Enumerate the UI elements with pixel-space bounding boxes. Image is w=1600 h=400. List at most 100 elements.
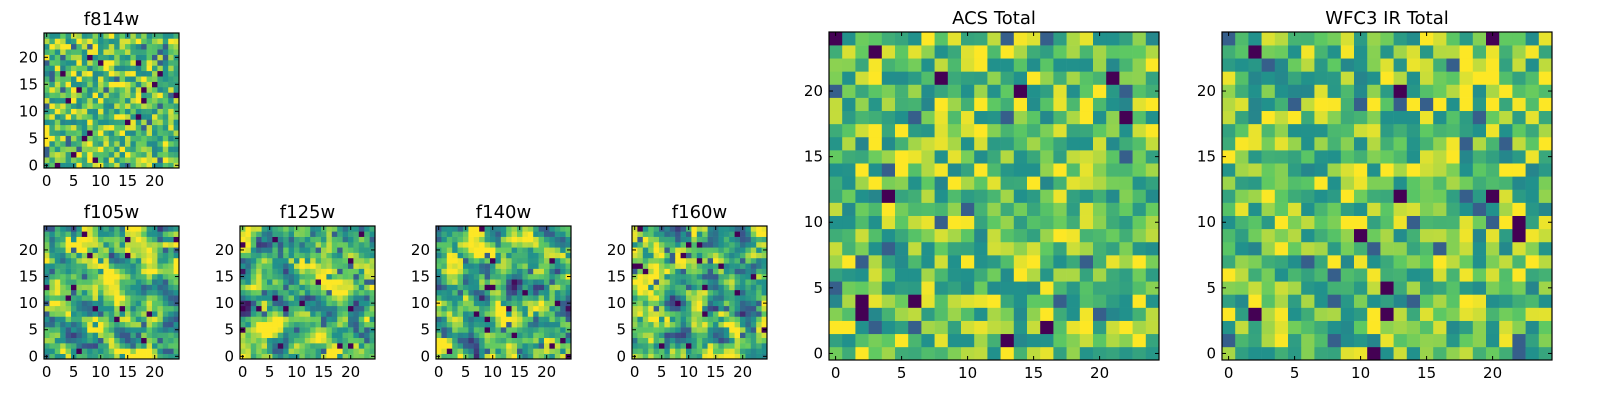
- heatmap-cell: [65, 135, 72, 142]
- heatmap-cell: [60, 252, 66, 259]
- heatmap-cell: [130, 76, 137, 82]
- heatmap-cell: [527, 295, 534, 301]
- heatmap-cell: [729, 337, 735, 344]
- heatmap-cell: [157, 226, 164, 232]
- heatmap-cell: [1248, 307, 1262, 321]
- heatmap-cell: [141, 263, 147, 269]
- y-tick-label: 5: [28, 129, 38, 147]
- heatmap-cell: [358, 289, 365, 296]
- heatmap-cell: [1119, 71, 1133, 85]
- heatmap-cell: [108, 65, 115, 72]
- heatmap-cell: [173, 279, 180, 285]
- heatmap-cell: [1340, 163, 1355, 177]
- heatmap-cell: [506, 348, 512, 354]
- heatmap-cell: [1499, 346, 1513, 361]
- heatmap-cell: [565, 231, 572, 237]
- heatmap-cell: [522, 316, 529, 323]
- heatmap-cell: [1093, 163, 1107, 177]
- heatmap-cell: [947, 320, 962, 335]
- heatmap-cell: [1248, 215, 1262, 230]
- heatmap-cell: [141, 87, 147, 93]
- heatmap-cell: [495, 305, 502, 312]
- heatmap-cell: [353, 273, 360, 280]
- heatmap-cell: [560, 348, 566, 354]
- heatmap-cell: [103, 103, 110, 109]
- heatmap-cell: [1027, 333, 1041, 348]
- heatmap-cell: [659, 273, 665, 280]
- heatmap-cell: [272, 311, 279, 317]
- heatmap-cell: [92, 343, 99, 349]
- heatmap-cell: [734, 316, 741, 323]
- heatmap-cell: [560, 231, 566, 237]
- heatmap-cell: [1393, 281, 1408, 295]
- heatmap-cell: [842, 228, 856, 243]
- heatmap-cell: [364, 284, 370, 291]
- heatmap-cell: [108, 130, 115, 136]
- heatmap-cell: [1235, 176, 1249, 190]
- heatmap-cell: [125, 263, 131, 269]
- heatmap-cell: [457, 348, 464, 354]
- heatmap-cell: [1406, 32, 1421, 46]
- heatmap-cell: [511, 268, 518, 275]
- heatmap-cell: [321, 321, 327, 328]
- heatmap-cell: [1222, 281, 1236, 295]
- heatmap-cell: [87, 337, 93, 344]
- heatmap-cell: [1132, 281, 1147, 295]
- heatmap-cell: [560, 343, 566, 349]
- heatmap-cell: [490, 231, 496, 237]
- heatmap-cell: [1000, 333, 1015, 348]
- heatmap-cell: [987, 202, 1001, 216]
- heatmap-cell: [1235, 215, 1249, 230]
- heatmap-cell: [299, 348, 306, 354]
- heatmap-cell: [1459, 215, 1474, 230]
- heatmap-cell: [1093, 333, 1107, 348]
- heatmap-cell: [468, 257, 475, 264]
- heatmap-cell: [81, 87, 88, 93]
- heatmap-cell: [81, 119, 88, 126]
- heatmap-cell: [1000, 294, 1015, 308]
- heatmap-cell: [1040, 281, 1054, 295]
- heatmap-cell: [484, 226, 491, 232]
- heatmap-cell: [304, 311, 311, 317]
- heatmap-cell: [696, 327, 703, 333]
- heatmap-cell: [881, 320, 896, 335]
- heatmap-cell: [261, 263, 268, 269]
- heatmap-cell: [162, 343, 169, 349]
- heatmap-cell: [446, 226, 453, 232]
- heatmap-cell: [659, 327, 665, 333]
- heatmap-cell: [364, 273, 370, 280]
- heatmap-cell: [162, 119, 169, 126]
- heatmap-cell: [141, 114, 147, 120]
- heatmap-cell: [353, 321, 360, 328]
- heatmap-cell: [146, 33, 153, 39]
- heatmap-cell: [713, 321, 719, 328]
- heatmap-cell: [1472, 268, 1487, 282]
- heatmap-cell: [54, 327, 61, 333]
- heatmap-cell: [173, 70, 180, 77]
- heatmap-cell: [1079, 241, 1094, 256]
- heatmap-cell: [1106, 202, 1120, 216]
- heatmap-cell: [71, 263, 77, 269]
- heatmap-cell: [108, 124, 115, 131]
- heatmap-cell: [457, 295, 464, 301]
- heatmap-cell: [369, 263, 376, 269]
- heatmap-cell: [103, 141, 110, 147]
- heatmap-cell: [1145, 97, 1160, 112]
- heatmap-cell: [1354, 320, 1368, 335]
- heatmap-cell: [1119, 58, 1133, 72]
- heatmap-cell: [490, 273, 496, 280]
- heatmap-cell: [675, 241, 681, 248]
- heatmap-cell: [881, 228, 896, 243]
- heatmap-cell: [146, 305, 153, 312]
- heatmap-cell: [60, 151, 66, 158]
- heatmap-cell: [337, 348, 343, 354]
- heatmap-cell: [277, 311, 284, 317]
- heatmap-cell: [168, 348, 174, 354]
- heatmap-cell: [1222, 294, 1236, 308]
- heatmap-cell: [1499, 123, 1513, 138]
- heatmap-cell: [71, 247, 77, 253]
- heatmap-cell: [446, 241, 453, 248]
- heatmap-cell: [729, 241, 735, 248]
- heatmap-cell: [168, 337, 174, 344]
- heatmap-cell: [157, 263, 164, 269]
